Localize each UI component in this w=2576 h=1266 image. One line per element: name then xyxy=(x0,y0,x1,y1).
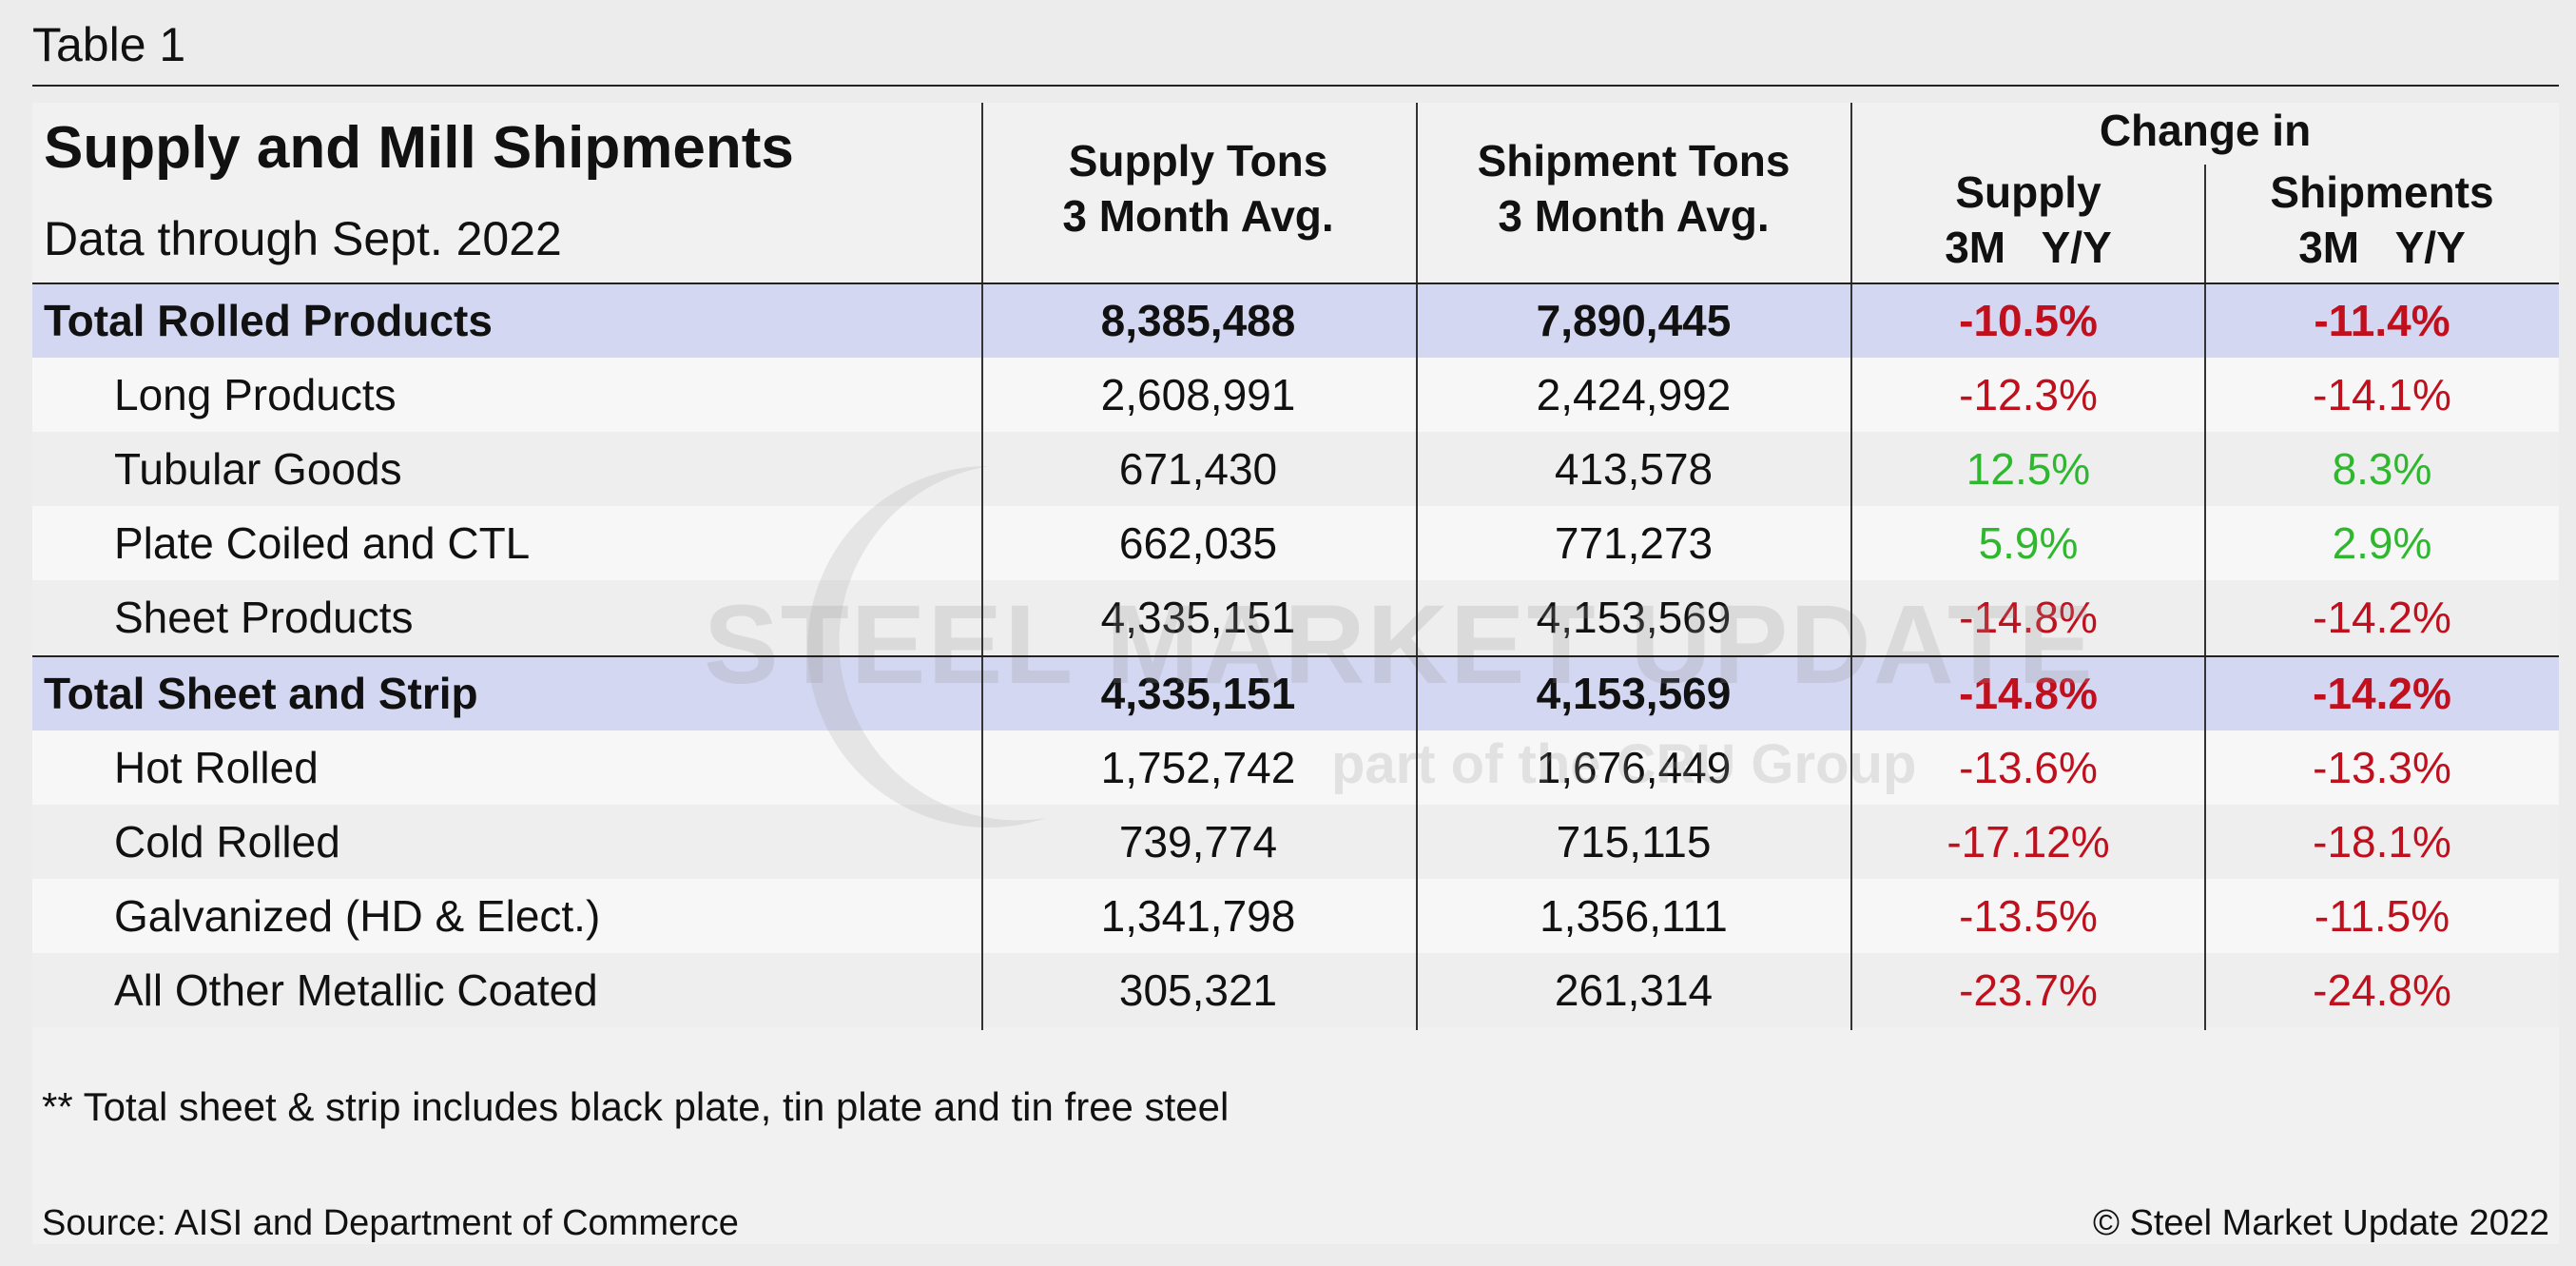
supply-tons-cell: 8,385,488 xyxy=(1100,296,1296,345)
change-shipments-cell: -14.1% xyxy=(2313,370,2451,419)
shipment-tons-cell: 1,356,111 xyxy=(1540,891,1728,941)
table-row: Tubular Goods 671,430 413,578 12.5% 8.3% xyxy=(32,432,2559,506)
grid-hline-header xyxy=(32,282,2559,284)
shipment-tons-cell: 261,314 xyxy=(1554,965,1714,1015)
grid-vline-3 xyxy=(1850,103,1852,1030)
grid-hline-section xyxy=(32,655,2559,657)
change-shipments-cell: -18.1% xyxy=(2313,817,2451,867)
table-title: Supply and Mill Shipments xyxy=(44,115,794,181)
total-row: Total Sheet and Strip 4,335,151 4,153,569 -… xyxy=(32,656,2559,730)
table-row: Long Products 2,608,991 2,424,992 -12.3% -14… xyxy=(32,358,2559,432)
shipment-tons-cell: 4,153,569 xyxy=(1536,669,1732,718)
change-supply-cell: -14.8% xyxy=(1959,669,2098,718)
supply-tons-cell: 739,774 xyxy=(1118,817,1278,867)
grid-vline-4 xyxy=(2204,165,2206,1030)
change-shipments-cell: -14.2% xyxy=(2313,593,2451,642)
table-subtitle: Data through Sept. 2022 xyxy=(44,212,562,265)
change-shipments-cell: -13.3% xyxy=(2313,743,2451,792)
shipment-tons-cell: 2,424,992 xyxy=(1536,370,1732,419)
row-label: Cold Rolled xyxy=(114,817,340,867)
col-header-change-supply-label: Supply xyxy=(1955,167,2101,217)
change-supply-cell: -14.8% xyxy=(1959,593,2098,642)
grid-vline-1 xyxy=(981,103,983,1030)
supply-tons-cell: 1,752,742 xyxy=(1100,743,1296,792)
table-row: Galvanized (HD & Elect.) 1,341,798 1,356,1… xyxy=(32,879,2559,953)
shipment-tons-cell: 4,153,569 xyxy=(1536,593,1732,642)
change-supply-cell: -12.3% xyxy=(1959,370,2098,419)
supply-tons-cell: 2,608,991 xyxy=(1100,370,1296,419)
col-header-change-shipments-sub: 3M Y/Y xyxy=(2298,223,2466,272)
col-header-change-supply: Supply 3M Y/Y xyxy=(1852,165,2204,275)
row-label: Sheet Products xyxy=(114,593,414,642)
row-label: All Other Metallic Coated xyxy=(114,965,598,1015)
col-header-supply-line1: Supply Tons xyxy=(1068,136,1328,185)
row-label: Tubular Goods xyxy=(114,444,402,494)
table-row: Plate Coiled and CTL 662,035 771,273 5.9% 2.… xyxy=(32,506,2559,580)
shipment-tons-cell: 7,890,445 xyxy=(1536,296,1732,345)
col-header-shipments: Shipment Tons 3 Month Avg. xyxy=(1417,133,1850,243)
change-supply-cell: -23.7% xyxy=(1959,965,2098,1015)
table-row: Hot Rolled 1,752,742 1,676,449 -13.6% -13.3% xyxy=(32,730,2559,805)
supply-tons-cell: 671,430 xyxy=(1118,444,1278,494)
row-label: Total Sheet and Strip xyxy=(44,669,478,718)
shipment-tons-cell: 771,273 xyxy=(1554,518,1714,568)
change-shipments-cell: -11.4% xyxy=(2314,296,2450,345)
col-header-change-shipments: Shipments 3M Y/Y xyxy=(2206,165,2558,275)
source-note: Source: AISI and Department of Commerce xyxy=(42,1203,739,1243)
change-shipments-cell: -24.8% xyxy=(2313,965,2451,1015)
col-header-change-supply-sub: 3M Y/Y xyxy=(1945,223,2112,272)
table-caption: Table 1 xyxy=(32,18,186,71)
change-shipments-cell: 8.3% xyxy=(2332,444,2432,494)
grid-vline-2 xyxy=(1416,103,1418,1030)
row-label: Plate Coiled and CTL xyxy=(114,518,531,568)
change-supply-cell: 12.5% xyxy=(1966,444,2091,494)
col-header-change-in: Change in xyxy=(2099,106,2312,155)
col-header-supply-line2: 3 Month Avg. xyxy=(1062,191,1334,241)
footnote: ** Total sheet & strip includes black pl… xyxy=(42,1084,1230,1129)
change-shipments-cell: -14.2% xyxy=(2313,669,2451,718)
row-label: Long Products xyxy=(114,370,397,419)
row-label: Hot Rolled xyxy=(114,743,319,792)
caption-rule xyxy=(32,85,2559,87)
change-supply-cell: -17.12% xyxy=(1947,817,2110,867)
table-row: All Other Metallic Coated 305,321 261,314 -… xyxy=(32,953,2559,1027)
supply-tons-cell: 4,335,151 xyxy=(1100,593,1296,642)
supply-tons-cell: 305,321 xyxy=(1118,965,1278,1015)
shipment-tons-cell: 413,578 xyxy=(1554,444,1714,494)
change-shipments-cell: -11.5% xyxy=(2314,891,2450,941)
change-supply-cell: -13.5% xyxy=(1959,891,2098,941)
supply-tons-cell: 1,341,798 xyxy=(1100,891,1296,941)
shipment-tons-cell: 715,115 xyxy=(1556,817,1712,867)
change-supply-cell: 5.9% xyxy=(1978,518,2079,568)
row-label: Galvanized (HD & Elect.) xyxy=(114,891,601,941)
col-header-change-shipments-label: Shipments xyxy=(2270,167,2494,217)
change-supply-cell: -13.6% xyxy=(1959,743,2098,792)
copyright: © Steel Market Update 2022 xyxy=(2092,1203,2549,1243)
col-header-shipments-line2: 3 Month Avg. xyxy=(1498,191,1770,241)
table-row: Sheet Products 4,335,151 4,153,569 -14.8% -1… xyxy=(32,580,2559,654)
change-shipments-cell: 2.9% xyxy=(2332,518,2432,568)
table-row: Cold Rolled 739,774 715,115 -17.12% -18.1% xyxy=(32,805,2559,879)
col-header-supply: Supply Tons 3 Month Avg. xyxy=(981,133,1415,243)
supply-tons-cell: 4,335,151 xyxy=(1100,669,1296,718)
total-row: Total Rolled Products 8,385,488 7,890,445 -… xyxy=(32,283,2559,358)
change-supply-cell: -10.5% xyxy=(1959,296,2098,345)
row-label: Total Rolled Products xyxy=(44,296,493,345)
col-header-shipments-line1: Shipment Tons xyxy=(1477,136,1791,185)
supply-tons-cell: 662,035 xyxy=(1118,518,1278,568)
shipment-tons-cell: 1,676,449 xyxy=(1536,743,1732,792)
